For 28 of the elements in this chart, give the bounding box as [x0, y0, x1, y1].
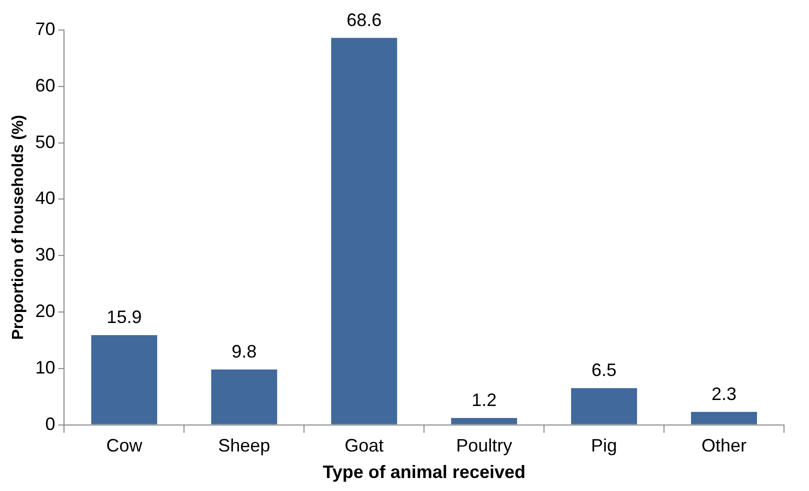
- data-label: 1.2: [472, 390, 497, 410]
- y-tick-label: 20: [35, 300, 56, 321]
- bar: [211, 370, 278, 424]
- y-tick-label: 60: [35, 75, 56, 96]
- x-tick-label: Pig: [591, 436, 618, 456]
- data-label: 68.6: [346, 10, 382, 30]
- bar: [331, 38, 398, 424]
- bar: [571, 388, 638, 424]
- x-tick-label: Cow: [106, 436, 144, 456]
- y-tick-label: 0: [45, 414, 56, 434]
- y-tick-label: 70: [35, 18, 56, 39]
- x-tick-label: Sheep: [218, 436, 270, 456]
- x-tick-label: Goat: [344, 436, 384, 456]
- y-axis-title: Proportion of households (%): [10, 114, 28, 340]
- y-tick-label: 30: [35, 244, 56, 265]
- data-label: 15.9: [106, 307, 142, 328]
- y-tick-label: 50: [35, 132, 56, 152]
- x-tick-label: Other: [702, 436, 747, 456]
- x-tick-label: Poultry: [456, 436, 512, 456]
- data-label: 6.5: [592, 360, 617, 380]
- y-tick-label: 40: [35, 188, 56, 208]
- bar: [91, 335, 158, 424]
- bar: [451, 418, 518, 424]
- y-tick-label: 10: [35, 357, 56, 378]
- bar: [691, 412, 758, 424]
- data-label: 2.3: [712, 384, 737, 404]
- x-axis-title: Type of animal received: [322, 462, 526, 482]
- data-label: 9.8: [232, 341, 257, 362]
